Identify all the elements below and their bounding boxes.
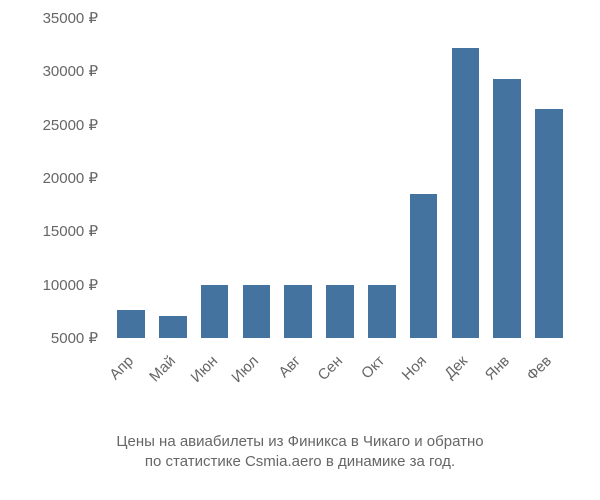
y-tick-label: 15000 ₽ <box>0 222 98 240</box>
caption-line: Цены на авиабилеты из Финикса в Чикаго и… <box>0 432 600 452</box>
bar <box>117 310 145 338</box>
bar <box>326 285 354 338</box>
bar <box>368 285 396 338</box>
y-tick-label: 20000 ₽ <box>0 169 98 187</box>
price-chart: Цены на авиабилеты из Финикса в Чикаго и… <box>0 0 600 500</box>
bar <box>493 79 521 338</box>
bar <box>452 48 480 338</box>
chart-caption: Цены на авиабилеты из Финикса в Чикаго и… <box>0 432 600 473</box>
caption-line: по статистике Csmia.aero в динамике за г… <box>0 452 600 472</box>
y-tick-label: 10000 ₽ <box>0 276 98 294</box>
y-tick-label: 25000 ₽ <box>0 116 98 134</box>
y-tick-label: 30000 ₽ <box>0 62 98 80</box>
bar <box>284 285 312 338</box>
bar <box>159 316 187 338</box>
bar <box>410 194 438 338</box>
bar <box>535 109 563 338</box>
bar <box>201 285 229 338</box>
y-tick-label: 5000 ₽ <box>0 329 98 347</box>
bar <box>243 285 271 338</box>
y-tick-label: 35000 ₽ <box>0 9 98 27</box>
